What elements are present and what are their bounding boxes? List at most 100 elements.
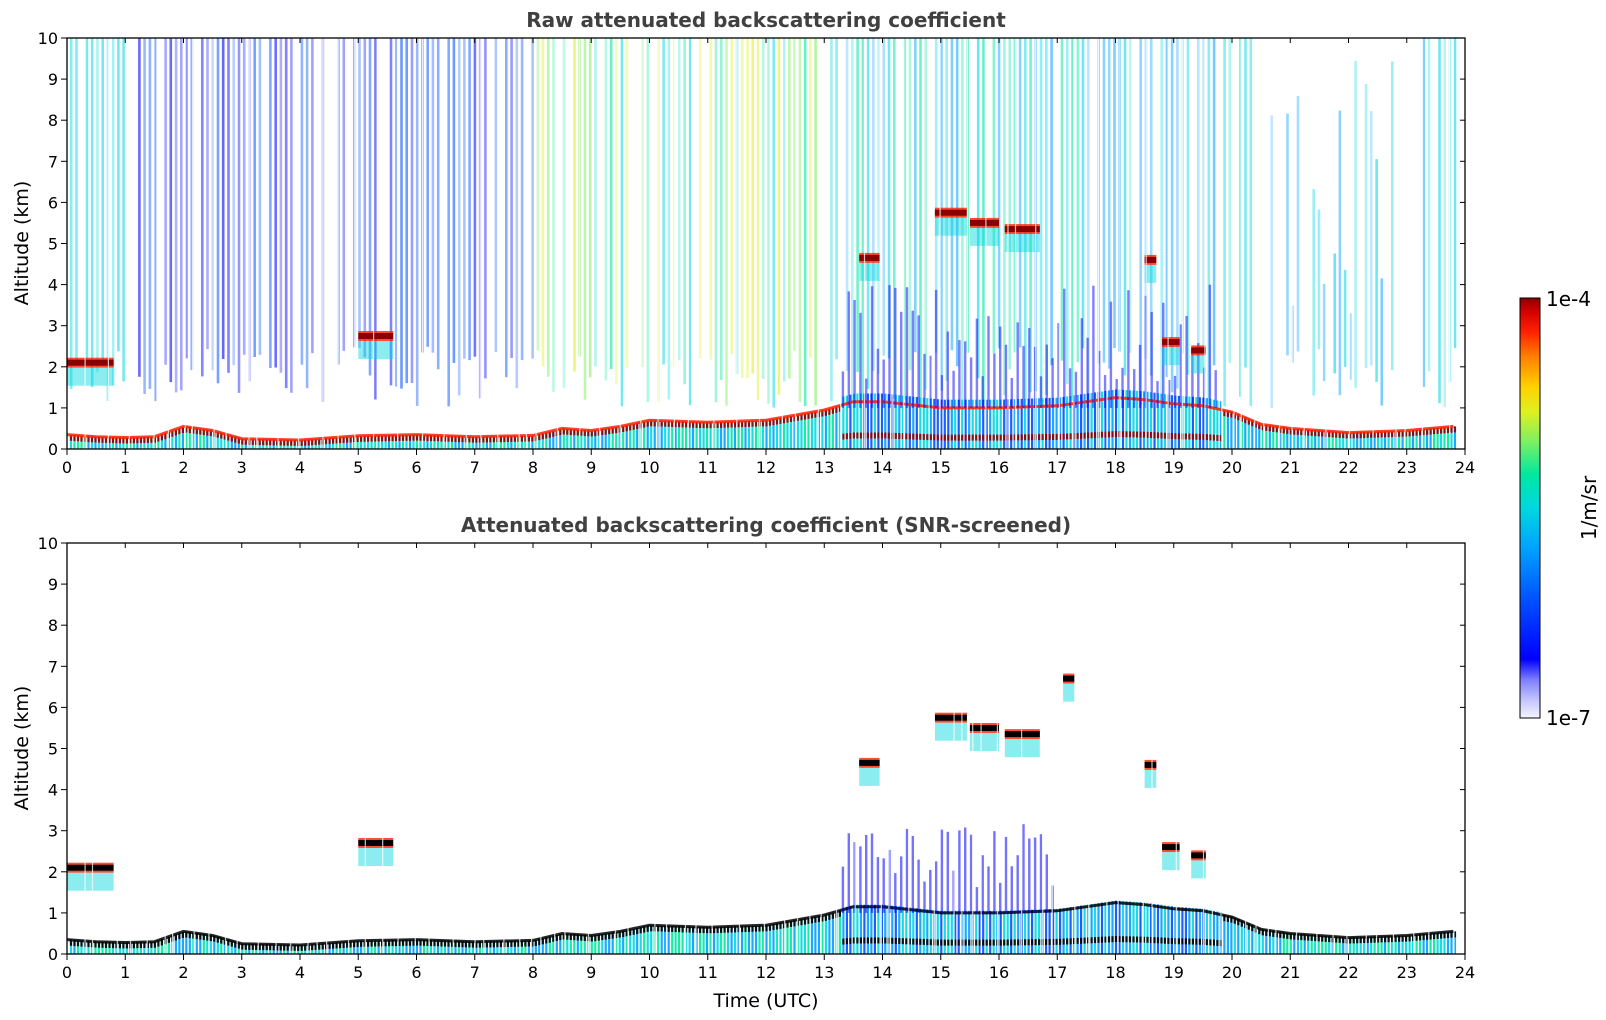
surface-band xyxy=(1307,429,1310,436)
aerosol-column xyxy=(422,939,426,954)
aerosol-column xyxy=(1048,397,1051,449)
y-tick-label: 3 xyxy=(48,317,58,336)
aerosol-column xyxy=(1059,397,1062,449)
surface-band xyxy=(510,940,513,947)
aerosol-column xyxy=(1121,901,1125,954)
surface-band xyxy=(450,435,454,442)
data-gap-stripe xyxy=(146,543,148,954)
aerosol-column xyxy=(478,436,481,449)
aerosol-column xyxy=(569,934,572,954)
aerosol-column xyxy=(457,941,461,954)
surface-band xyxy=(1377,936,1380,943)
surface-band xyxy=(1426,933,1429,940)
surface-band xyxy=(929,434,932,441)
aerosol-column xyxy=(727,421,730,449)
aerosol-column xyxy=(1132,390,1135,449)
aerosol-column xyxy=(192,427,195,449)
surface-band xyxy=(1314,430,1317,437)
surface-band xyxy=(562,933,565,940)
surface-band xyxy=(1366,431,1369,438)
surface-band xyxy=(1125,936,1128,943)
noise-column xyxy=(1197,38,1200,352)
surface-band xyxy=(503,436,506,443)
aerosol-column xyxy=(870,904,873,954)
noise-column xyxy=(1170,38,1174,393)
surface-band xyxy=(744,926,747,932)
surface-band xyxy=(1237,414,1240,421)
surface-band xyxy=(1335,431,1338,438)
noise-column xyxy=(1333,253,1336,374)
data-gap-stripe xyxy=(326,543,328,954)
aerosol-column xyxy=(1013,399,1016,449)
surface-band xyxy=(1139,431,1142,438)
surface-band xyxy=(181,427,184,433)
aerosol-column xyxy=(877,904,880,954)
convective-plume xyxy=(981,855,984,913)
surface-band xyxy=(898,938,901,944)
surface-band xyxy=(202,429,205,436)
cloud-virga xyxy=(67,367,114,386)
surface-band xyxy=(643,421,646,428)
surface-band xyxy=(611,932,614,939)
surface-band xyxy=(1090,432,1093,439)
surface-band xyxy=(671,421,674,427)
noise-column xyxy=(803,38,807,406)
noise-column xyxy=(992,38,996,354)
noise-column xyxy=(494,38,498,353)
aerosol-column xyxy=(370,435,373,449)
surface-band xyxy=(241,438,244,445)
aerosol-column xyxy=(1443,427,1446,449)
y-tick-label: 6 xyxy=(48,193,58,212)
aerosol-column xyxy=(692,926,695,954)
aerosol-column xyxy=(538,939,541,954)
surface-band xyxy=(346,941,349,948)
surface-band xyxy=(318,943,321,950)
aerosol-column xyxy=(859,393,862,449)
convective-plume xyxy=(1162,302,1165,408)
surface-band xyxy=(982,434,985,441)
data-gap-stripe xyxy=(736,38,738,449)
surface-band xyxy=(905,433,908,440)
surface-band xyxy=(520,940,523,947)
snr-heatmap-field xyxy=(67,543,1465,954)
aerosol-column xyxy=(188,427,191,449)
aerosol-column xyxy=(1153,903,1156,954)
data-gap-stripe xyxy=(1267,543,1269,954)
aerosol-column xyxy=(608,428,611,449)
aerosol-column xyxy=(520,435,523,449)
data-gap-stripe xyxy=(1007,38,1009,449)
noise-column xyxy=(887,38,891,359)
surface-band xyxy=(220,432,223,439)
noise-column xyxy=(720,38,723,381)
aerosol-column xyxy=(978,910,981,954)
aerosol-column xyxy=(1055,397,1058,449)
surface-band xyxy=(737,926,740,933)
aerosol-column xyxy=(1226,915,1229,954)
aerosol-column xyxy=(1440,427,1443,449)
surface-band xyxy=(1240,920,1243,927)
noise-column xyxy=(1343,269,1347,367)
aerosol-column xyxy=(220,937,223,954)
aerosol-column xyxy=(363,435,366,449)
surface-band xyxy=(975,434,978,441)
surface-band xyxy=(1013,939,1016,946)
data-gap-stripe xyxy=(1175,543,1177,954)
noise-column xyxy=(893,38,896,399)
surface-band xyxy=(461,436,464,443)
surface-band xyxy=(1258,423,1261,430)
aerosol-column xyxy=(772,419,775,449)
cloud-virga xyxy=(1162,347,1180,366)
aerosol-column xyxy=(947,399,950,449)
surface-band xyxy=(279,944,282,951)
noise-column xyxy=(662,38,665,365)
surface-band xyxy=(342,437,345,443)
aerosol-column xyxy=(716,927,719,954)
aerosol-column xyxy=(601,934,604,954)
aerosol-column xyxy=(1038,909,1041,954)
noise-column xyxy=(1354,60,1357,388)
surface-band xyxy=(1279,426,1282,433)
surface-band xyxy=(419,434,422,441)
aerosol-column xyxy=(398,940,401,954)
aerosol-column xyxy=(761,925,765,954)
surface-band xyxy=(1422,429,1425,436)
